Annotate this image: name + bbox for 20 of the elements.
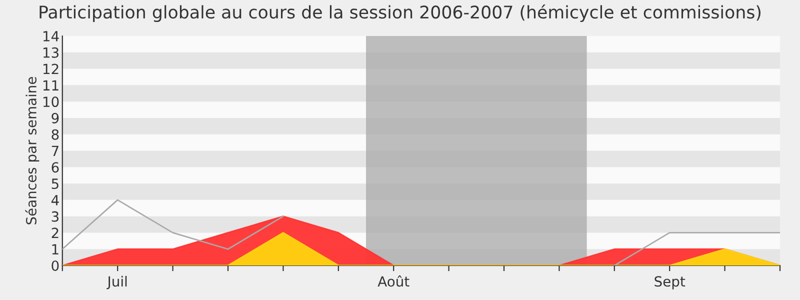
y-tick-label: 6: [52, 162, 59, 173]
x-tick-label: Sept: [654, 276, 686, 290]
y-tick-label: 0: [52, 260, 59, 271]
y-tick-label: 11: [43, 80, 58, 90]
x-tick-label: Août: [378, 275, 410, 287]
y-tick-label: 10: [43, 96, 59, 108]
y-axis-title: Séances par semaine: [25, 76, 40, 224]
y-tick-label: 5: [52, 178, 58, 190]
x-tick-label: Juil: [106, 276, 127, 290]
y-tick-label: 13: [43, 47, 59, 58]
y-tick-label: 1: [52, 244, 58, 254]
y-tick-label: 3: [52, 211, 59, 222]
y-tick-label: 12: [43, 64, 58, 74]
y-tick-label: 7: [52, 146, 58, 156]
y-tick-label: 8: [52, 129, 59, 140]
y-tick-label: 2: [52, 228, 58, 238]
y-tick-label: 9: [52, 112, 59, 124]
y-tick-label: 14: [43, 31, 59, 42]
chart-title: Participation globale au cours de la session 2006-2007 (hémicycle et commissions): [40, 4, 760, 22]
y-tick-label: 4: [51, 195, 59, 206]
